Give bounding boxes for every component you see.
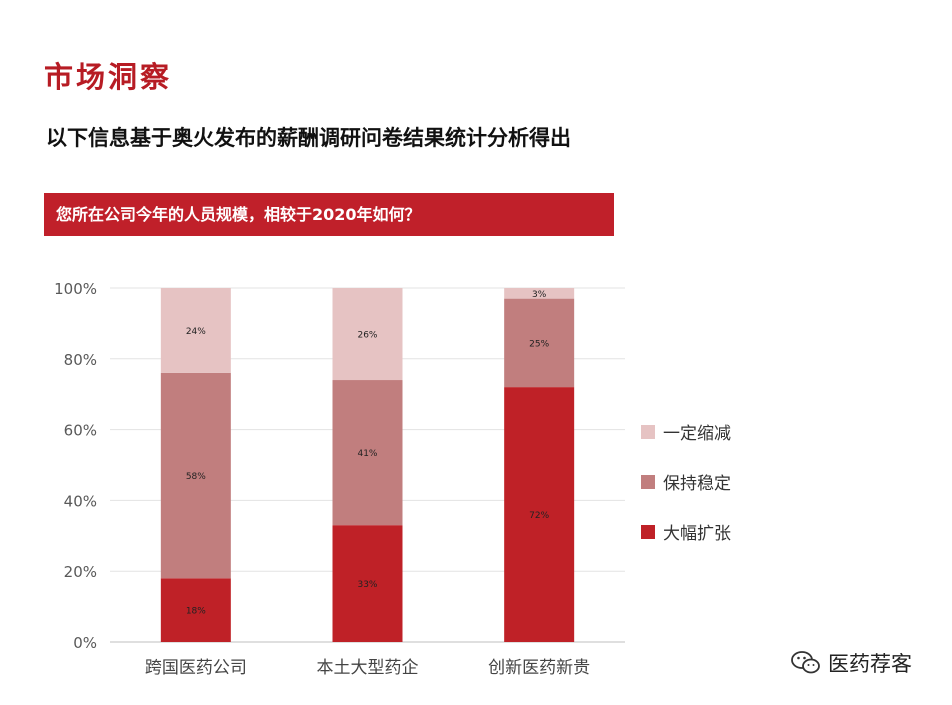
bar-segment [332, 525, 403, 642]
legend-swatch [641, 474, 655, 489]
bar-segment [332, 380, 403, 526]
bar-segment [332, 288, 403, 381]
data-label: 72% [529, 511, 549, 521]
question-banner: 您所在公司今年的人员规模，相较于2020年如何？ [44, 193, 614, 236]
bar-segment [160, 372, 231, 579]
data-label: 18% [186, 607, 206, 617]
x-tick-label: 本土大型药企 [317, 658, 419, 678]
data-label: 25% [529, 339, 549, 349]
legend-label: 保持稳定 [663, 474, 731, 494]
watermark: 医药荐客 [790, 648, 912, 678]
y-tick-label: 20% [64, 563, 97, 581]
data-label: 26% [357, 331, 377, 341]
y-tick-label: 0% [73, 634, 97, 652]
chart-legend: 一定缩减 保持稳定 大幅扩张 [641, 419, 731, 569]
bar-segment [504, 288, 575, 299]
legend-item-expand: 大幅扩张 [641, 519, 731, 544]
legend-swatch [641, 424, 655, 439]
y-tick-label: 60% [64, 422, 97, 440]
data-label: 33% [357, 580, 377, 590]
bar-segment [504, 387, 575, 642]
x-tick-label: 跨国医药公司 [145, 658, 247, 678]
y-tick-label: 40% [64, 492, 97, 510]
watermark-text: 医药荐客 [828, 652, 912, 676]
legend-label: 大幅扩张 [663, 524, 731, 544]
bar-segment [160, 578, 231, 642]
page-title: 市场洞察 [44, 60, 173, 94]
data-label: 3% [532, 290, 547, 300]
wechat-icon [791, 651, 820, 674]
data-label: 41% [357, 449, 377, 459]
data-label: 24% [186, 327, 206, 337]
y-tick-label: 80% [64, 351, 97, 369]
legend-swatch [641, 524, 655, 539]
x-tick-label: 创新医药新贵 [488, 658, 590, 678]
data-label: 58% [186, 472, 206, 482]
bar-segment [504, 298, 575, 388]
bar-segment [160, 288, 231, 373]
legend-item-shrink: 一定缩减 [641, 419, 731, 444]
legend-label: 一定缩减 [663, 424, 731, 444]
page-subtitle: 以下信息基于奥火发布的薪酬调研问卷结果统计分析得出 [46, 126, 571, 150]
legend-item-stable: 保持稳定 [641, 469, 731, 494]
y-tick-label: 100% [54, 280, 97, 298]
